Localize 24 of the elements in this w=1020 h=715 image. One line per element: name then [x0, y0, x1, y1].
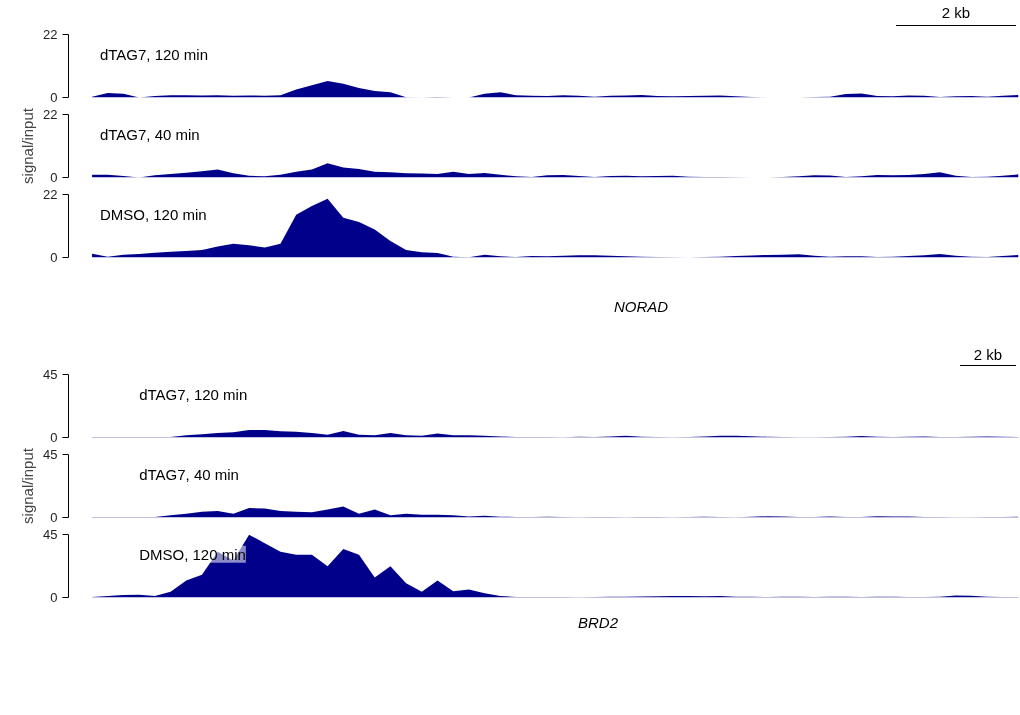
y-tick-label: 45 — [43, 367, 58, 382]
text: dTAG7, 120 min — [139, 385, 248, 403]
text: 2 kb — [941, 4, 971, 22]
text: NORAD — [614, 297, 669, 317]
text: DMSO, 120 min — [139, 545, 246, 563]
y-tick-label: 22 — [43, 27, 58, 42]
text: dTAG7, 40 min — [139, 465, 239, 483]
y-tick-label: 0 — [50, 510, 58, 525]
y-axis-title: signal/input — [19, 447, 37, 524]
y-tick-label: 22 — [43, 187, 58, 202]
y-tick-label: 0 — [50, 170, 58, 185]
text: 2 kb — [973, 346, 1003, 364]
y-tick-label: 45 — [43, 447, 58, 462]
text: dTAG7, 120 min — [99, 45, 209, 63]
y-tick-label: 22 — [43, 107, 58, 122]
y-axis-title: signal/input — [19, 107, 37, 184]
text: dTAG7, 40 min — [99, 125, 200, 143]
text: DMSO, 120 min — [99, 205, 207, 223]
y-tick-label: 0 — [50, 590, 58, 605]
y-tick-label: 0 — [50, 90, 58, 105]
y-tick-label: 0 — [50, 250, 58, 265]
y-tick-label: 45 — [43, 527, 58, 542]
text: BRD2 — [578, 613, 619, 633]
y-tick-label: 0 — [50, 430, 58, 445]
